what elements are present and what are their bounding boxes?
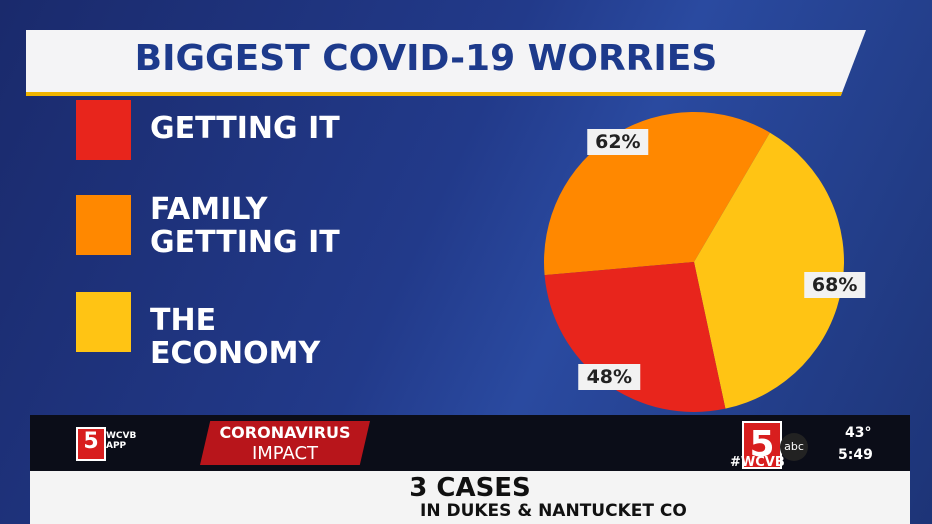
segment-box bbox=[200, 421, 370, 465]
network-logo: abc bbox=[780, 433, 808, 461]
legend-swatch bbox=[76, 292, 131, 352]
pie-slice bbox=[694, 132, 844, 409]
app-label: WCVB APP bbox=[106, 431, 137, 451]
segment-bottom: IMPACT bbox=[251, 443, 319, 464]
hashtag: #WCVB bbox=[730, 455, 785, 470]
data-label: 62% bbox=[587, 128, 649, 155]
headline: 3 CASES bbox=[409, 473, 531, 503]
legend-swatch bbox=[76, 195, 131, 255]
legend-label: FAMILY GETTING IT bbox=[150, 192, 340, 260]
station-logo: 5 bbox=[742, 421, 782, 469]
title-banner bbox=[26, 30, 866, 96]
chart-title: BIGGEST COVID-19 WORRIES bbox=[134, 38, 718, 79]
app-logo: 5 bbox=[76, 427, 106, 461]
ticker-bar: 5 WCVB APP CORONAVIRUS IMPACT 5 abc #WCV… bbox=[30, 415, 910, 471]
pie-slice bbox=[544, 262, 726, 412]
legend-label: GETTING IT bbox=[150, 111, 340, 146]
legend-label: THE ECONOMY bbox=[150, 303, 321, 371]
headline-bar: 3 CASES IN DUKES & NANTUCKET CO bbox=[30, 471, 910, 524]
temperature: 43° bbox=[845, 425, 872, 441]
time: 5:49 bbox=[838, 447, 873, 463]
subline: IN DUKES & NANTUCKET CO bbox=[420, 501, 687, 521]
data-label: 48% bbox=[578, 363, 641, 390]
data-label: 68% bbox=[803, 271, 866, 298]
legend-swatch bbox=[76, 100, 131, 160]
segment-top: CORONAVIRUS bbox=[219, 423, 351, 442]
